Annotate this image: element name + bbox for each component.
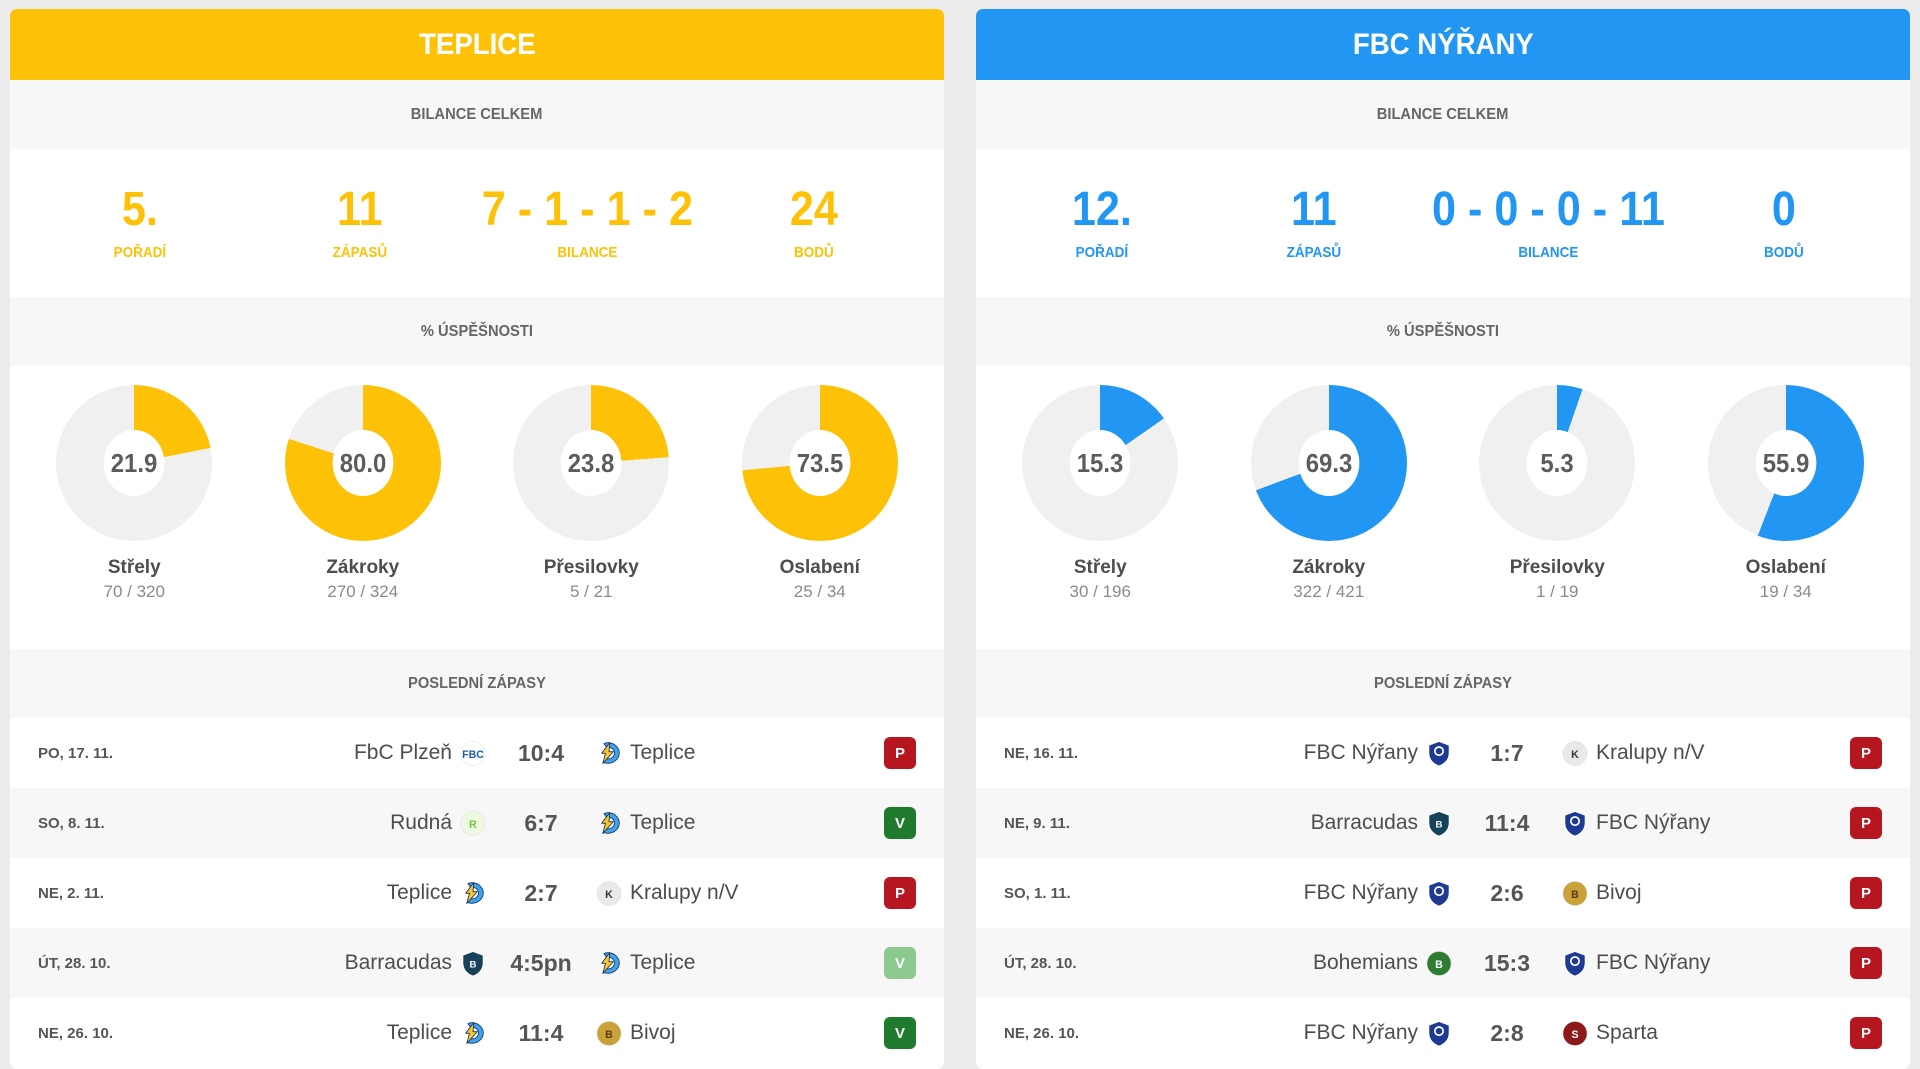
svg-text:K: K (605, 888, 613, 900)
svg-text:S: S (1571, 1028, 1578, 1040)
svg-text:B: B (605, 1028, 613, 1040)
svg-text:FBC: FBC (462, 748, 484, 760)
svg-text:B: B (1436, 819, 1443, 830)
svg-text:B: B (1571, 888, 1579, 900)
svg-text:K: K (1571, 748, 1579, 760)
svg-text:B: B (470, 959, 477, 970)
svg-text:R: R (469, 818, 477, 830)
svg-text:B: B (1435, 958, 1443, 970)
